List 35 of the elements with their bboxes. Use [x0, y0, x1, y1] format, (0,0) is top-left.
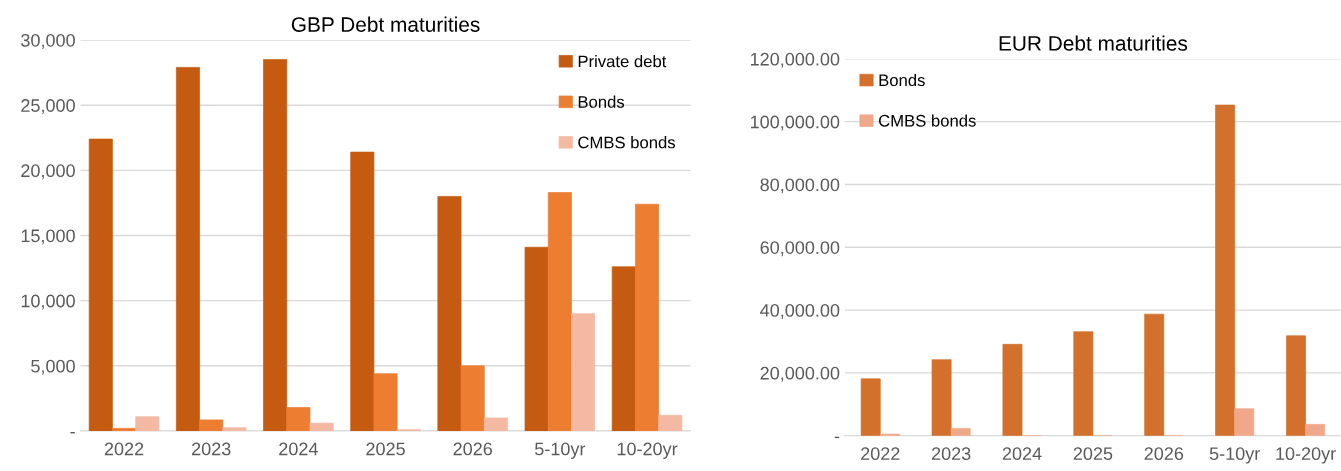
y-tick-label: - [834, 436, 840, 439]
legend-label: Private debt [578, 55, 667, 68]
y-tick-label: 20,000.00 [760, 366, 840, 382]
x-tick-label: 10-20yr [617, 442, 678, 459]
x-tick-label: 2026 [1144, 447, 1184, 461]
x-tick-label: 2025 [1073, 447, 1113, 461]
legend-label: Bonds [879, 73, 925, 87]
x-tick-label: 2024 [279, 442, 318, 456]
legend-label: CMBS bonds [879, 114, 976, 127]
y-tick-label: 30,000 [21, 33, 75, 49]
x-tick-label: 2022 [104, 442, 144, 456]
x-tick-label: 2022 [861, 447, 900, 461]
y-tick-label: 5,000 [31, 359, 75, 375]
x-tick-label: 2023 [192, 442, 231, 456]
chart-title: EUR Debt maturities [999, 35, 1188, 51]
y-tick-label: 10,000 [21, 294, 75, 310]
chart-title: GBP Debt maturities [291, 16, 480, 32]
x-tick-label: 2024 [1002, 447, 1042, 461]
y-tick-label: 60,000.00 [760, 241, 840, 257]
y-tick-label: 120,000.00 [750, 52, 840, 68]
y-tick-label: 100,000.00 [750, 115, 840, 131]
y-tick-label: 25,000 [21, 99, 75, 115]
x-tick-label: 2023 [931, 447, 971, 461]
y-tick-label: 20,000 [21, 164, 75, 180]
legend-label: Bonds [578, 95, 625, 108]
x-tick-label: 2026 [453, 442, 492, 456]
y-tick-label: 15,000 [21, 229, 75, 245]
legend-label: CMBS bonds [578, 136, 676, 149]
y-tick-label: - [70, 432, 75, 434]
x-tick-label: 10-20yr [1276, 447, 1336, 464]
x-tick-label: 2025 [366, 442, 405, 456]
x-tick-label: 5-10yr [535, 442, 586, 459]
y-tick-label: 40,000.00 [760, 304, 840, 319]
x-tick-label: 5-10yr [1209, 447, 1260, 464]
y-tick-label: 80,000.00 [760, 178, 840, 194]
